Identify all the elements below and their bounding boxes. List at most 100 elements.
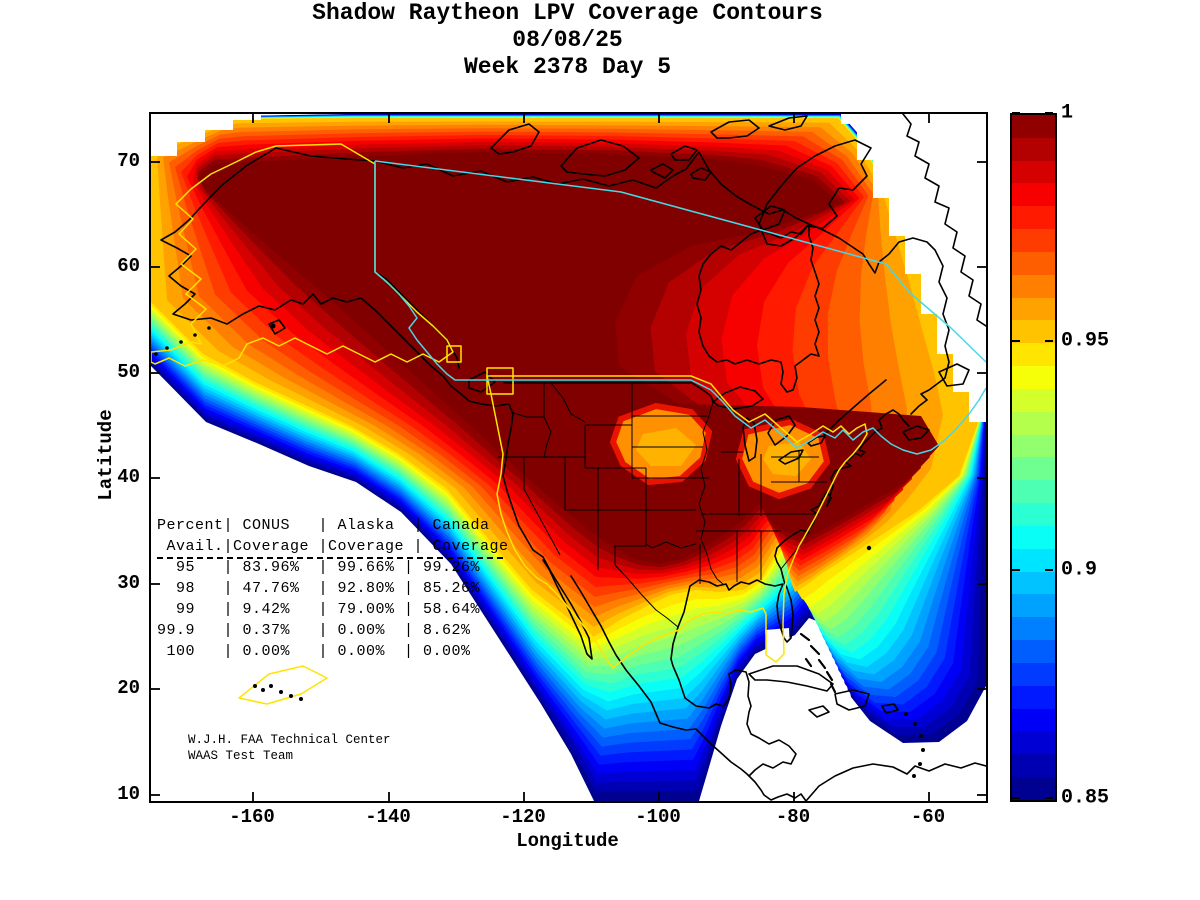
island-outline (834, 689, 870, 711)
island-outline (902, 425, 930, 441)
island-dash (809, 644, 821, 656)
plot-title-date: 08/08/25 (512, 27, 623, 53)
colorbar-cell (1012, 777, 1055, 800)
lake-outline (767, 415, 796, 446)
colorbar-cell (1012, 388, 1055, 412)
hawaii-dot (289, 694, 293, 698)
colorbar-cell (1012, 525, 1055, 549)
y-axis-label: Latitude (95, 409, 117, 501)
antilles-dot (904, 712, 908, 716)
map-axes (149, 112, 988, 803)
canada-boundary (374, 161, 986, 455)
table-row-98: 98 | 47.76% | 92.80% | 85.26% (157, 580, 481, 597)
coverage-table: Percent| CONUS | Alaska | Canada Avail.|… (157, 515, 509, 662)
x-tick-label: -100 (635, 806, 681, 828)
y-tick-label: 10 (117, 783, 140, 805)
colorbar-cell (1012, 731, 1055, 755)
y-tick-label: 30 (117, 572, 140, 594)
antilles-dot (913, 722, 917, 726)
aleutians-dot (193, 333, 197, 337)
state-border (645, 541, 697, 549)
hawaii-dot (269, 684, 273, 688)
lake-outline (778, 449, 804, 465)
table-dashed-rule (157, 557, 503, 559)
colorbar-cell (1012, 411, 1055, 435)
island-outline (805, 762, 986, 801)
colorbar-cell (1012, 754, 1055, 778)
island-dash (825, 670, 834, 682)
colorbar-cell (1012, 183, 1055, 207)
colorbar-tick-mark (1045, 797, 1053, 799)
lake-outline (807, 435, 826, 447)
island-outline (881, 703, 899, 714)
colorbar-cell (1012, 640, 1055, 663)
colorbar (1010, 113, 1057, 802)
state-borders (498, 382, 827, 628)
colorbar-tick-mark (1012, 112, 1020, 114)
state-border (614, 564, 679, 628)
colorbar-cell (1012, 115, 1055, 138)
hawaii-dot (279, 690, 283, 694)
colorbar-cell (1012, 297, 1055, 321)
island-outline (670, 145, 698, 161)
colorbar-cell (1012, 708, 1055, 732)
y-tick-label: 20 (117, 677, 140, 699)
colorbar-cell (1012, 229, 1055, 252)
colorbar-cell (1012, 251, 1055, 275)
colorbar-cell (1012, 434, 1055, 458)
coastline (503, 382, 714, 403)
service-area-box (238, 665, 328, 705)
x-tick-label: -120 (500, 806, 546, 828)
hawaii-dot (253, 684, 257, 688)
aleutians-dot (179, 340, 183, 344)
colorbar-tick-mark (1012, 568, 1020, 571)
y-tick-label: 60 (117, 255, 140, 277)
colorbar-cell (1012, 320, 1055, 344)
state-border (543, 416, 552, 458)
colorbar-cell (1012, 685, 1055, 709)
alaska-boundary (151, 143, 454, 367)
island-outline (938, 363, 970, 387)
island-outline (808, 705, 830, 718)
island-outline (758, 139, 872, 247)
antilles-dot (918, 762, 922, 766)
colorbar-tick-mark (1012, 797, 1020, 799)
colorbar-tick-mark (1045, 340, 1053, 343)
state-border (698, 401, 724, 585)
colorbar-cell (1012, 160, 1055, 184)
hawaii-dot (299, 697, 303, 701)
x-tick-label: -80 (775, 806, 811, 828)
canada-boundary (374, 160, 986, 363)
colorbar-tick-label: 0.95 (1061, 329, 1110, 353)
colorbar-cell (1012, 594, 1055, 618)
coverage-patches (609, 402, 831, 500)
bermuda-dot (866, 545, 872, 551)
coastline (808, 223, 950, 415)
region-boundaries (151, 143, 986, 705)
table-row-100: 100 | 0.00% | 0.00% | 0.00% (157, 643, 471, 660)
colorbar-tick-mark (1045, 568, 1053, 571)
antilles-dot (912, 774, 916, 778)
table-row-95: 95 | 83.96% | 99.66% | 99.26% (157, 559, 481, 576)
coverage-contour-map (151, 114, 986, 801)
coastline (822, 379, 887, 437)
colorbar-cell (1012, 662, 1055, 686)
colorbar-cell (1012, 366, 1055, 389)
coastline (199, 147, 810, 225)
table-header-line1: Percent| CONUS | Alaska | Canada (157, 517, 490, 534)
table-header-line2: Avail.|Coverage |Coverage | Coverage (157, 538, 509, 555)
colorbar-tick-label: 1 (1061, 101, 1074, 125)
island-dash (829, 682, 837, 694)
island-dash (817, 658, 827, 670)
axis-ticks (151, 114, 986, 801)
colorbar-cell (1012, 137, 1055, 161)
x-tick-label: -60 (910, 806, 946, 828)
coastline (677, 409, 910, 643)
aleutians-dot (165, 346, 169, 350)
island-dash (799, 632, 811, 642)
island-outline (754, 205, 786, 231)
y-tick-label: 70 (117, 150, 140, 172)
colorbar-cell (1012, 617, 1055, 641)
coastline (902, 114, 986, 327)
no-coverage-region (151, 114, 261, 156)
